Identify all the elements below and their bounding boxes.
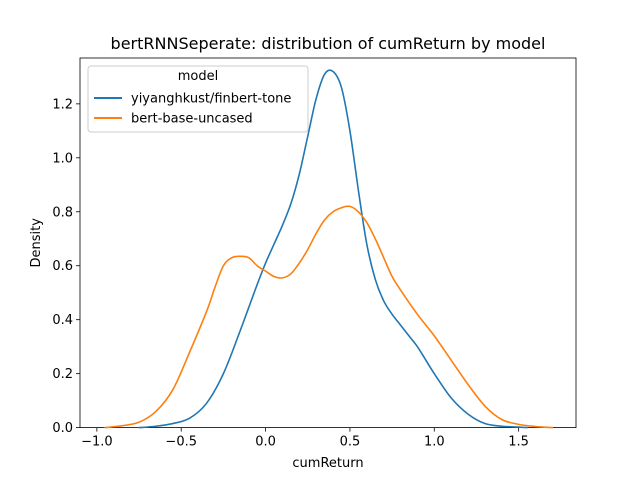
legend-box <box>87 65 309 133</box>
x-tick-label: 0.0 <box>255 435 276 450</box>
legend-label-finbert: yiyanghkust/finbert-tone <box>131 92 291 107</box>
series-line-finbert-tone <box>138 69 528 429</box>
x-tick-label: 1.0 <box>424 435 445 450</box>
legend-title: model <box>178 69 218 84</box>
series-lines <box>104 69 554 429</box>
y-tick-label: 1.0 <box>52 151 73 166</box>
plot-frame <box>79 57 577 429</box>
x-tick-label: −1.0 <box>81 435 113 450</box>
x-tick-label: 1.5 <box>508 435 529 450</box>
x-axis-ticks: −1.0 −0.5 0.0 0.5 1.0 1.5 <box>81 427 529 450</box>
y-tick-label: 0.4 <box>52 313 73 328</box>
y-tick-label: 0.2 <box>52 367 73 382</box>
legend-label-bert-base: bert-base-uncased <box>131 112 253 127</box>
legend: model yiyanghkust/finbert-tone bert-base… <box>87 65 309 133</box>
x-axis-label: cumReturn <box>292 456 363 471</box>
x-tick-label: 0.5 <box>340 435 361 450</box>
y-tick-label: 0.8 <box>52 205 73 220</box>
y-tick-label: 0.6 <box>52 259 73 274</box>
chart-title: bertRNNSeperate: distribution of cumRetu… <box>111 34 546 53</box>
y-tick-label: 0.0 <box>52 421 73 436</box>
y-tick-label: 1.2 <box>52 97 73 112</box>
series-line-bert-base-uncased <box>104 205 554 429</box>
y-axis-ticks: 0.0 0.2 0.4 0.6 0.8 1.0 1.2 <box>52 97 80 436</box>
x-tick-label: −0.5 <box>165 435 197 450</box>
y-axis-label: Density <box>29 218 44 268</box>
